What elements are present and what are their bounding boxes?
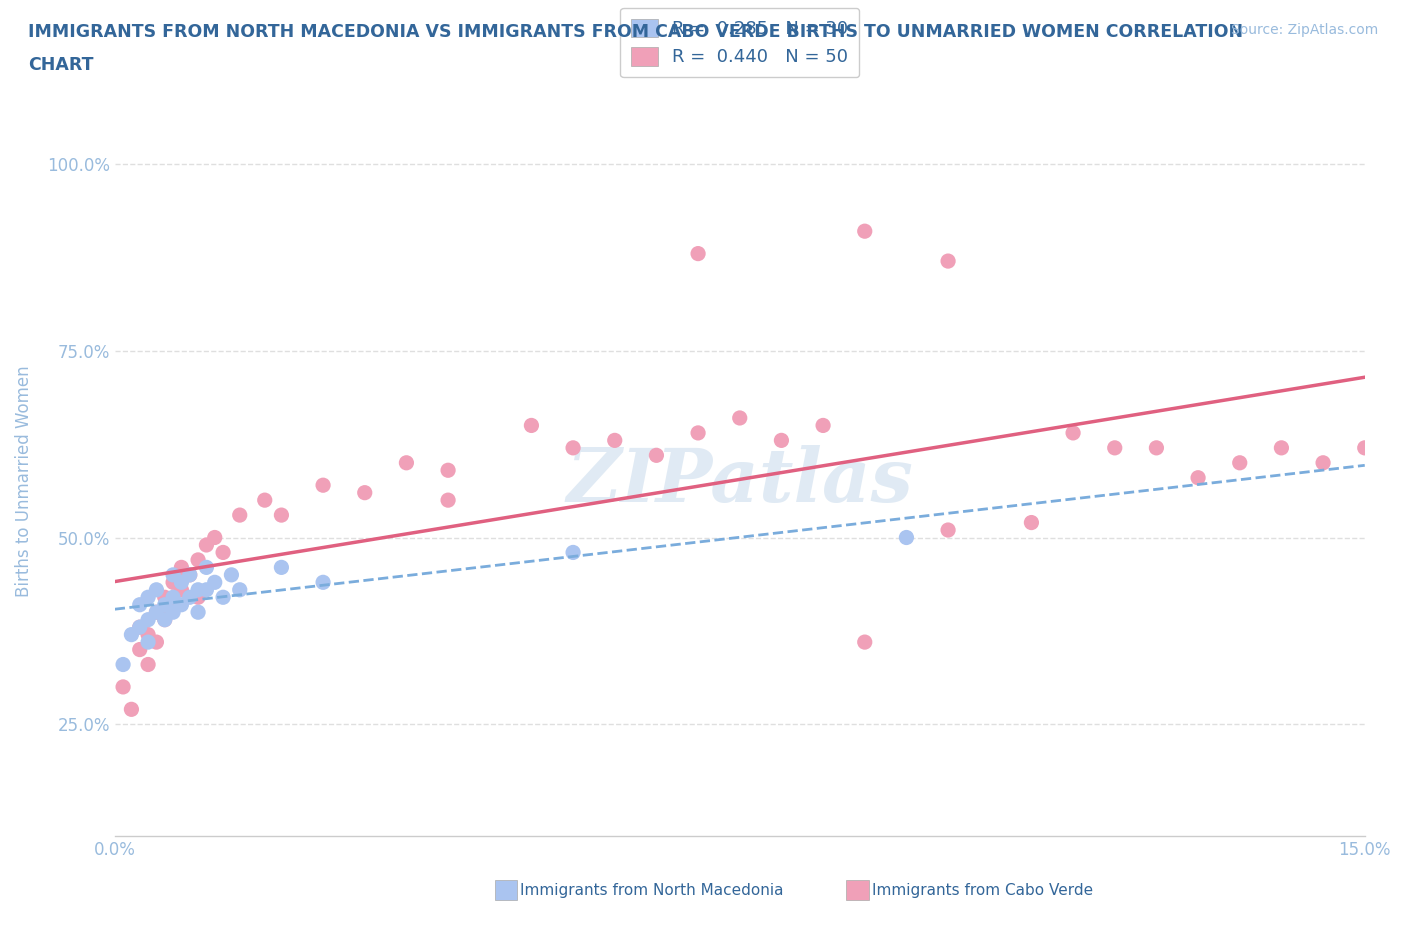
Point: [936, 523, 959, 538]
Text: Immigrants from North Macedonia: Immigrants from North Macedonia: [520, 883, 783, 897]
Point: [353, 485, 375, 500]
Point: [179, 567, 201, 582]
Point: [688, 246, 710, 261]
Point: [136, 634, 159, 649]
Point: [853, 634, 876, 649]
Point: [270, 508, 292, 523]
Point: [688, 425, 710, 440]
Point: [128, 619, 150, 634]
Point: [145, 582, 167, 597]
Point: [162, 567, 184, 582]
Point: [145, 634, 167, 649]
Point: [145, 604, 167, 619]
Point: [128, 619, 150, 634]
Point: [195, 560, 218, 575]
Point: [136, 658, 159, 672]
Point: [770, 433, 793, 448]
Point: [187, 590, 209, 604]
Point: [212, 545, 235, 560]
Point: [128, 642, 150, 657]
Point: [728, 410, 751, 425]
Point: [853, 224, 876, 239]
Point: [437, 463, 460, 478]
Point: [896, 530, 918, 545]
Point: [195, 538, 218, 552]
Point: [229, 582, 252, 597]
Point: [136, 590, 159, 604]
Point: [603, 433, 626, 448]
Point: [1270, 441, 1292, 456]
Y-axis label: Births to Unmarried Women: Births to Unmarried Women: [15, 365, 32, 597]
Point: [112, 680, 135, 695]
Point: [136, 612, 159, 627]
Point: [1144, 441, 1167, 456]
Point: [145, 604, 167, 619]
Point: [212, 590, 235, 604]
Point: [128, 597, 150, 612]
Point: [162, 597, 184, 612]
Point: [179, 590, 201, 604]
Point: [136, 627, 159, 642]
Point: [312, 575, 335, 590]
Point: [153, 597, 176, 612]
Legend: R =  0.285   N = 30, R =  0.440   N = 50: R = 0.285 N = 30, R = 0.440 N = 50: [620, 7, 859, 77]
Point: [170, 597, 193, 612]
Text: ZIPatlas: ZIPatlas: [567, 445, 912, 518]
Text: Immigrants from Cabo Verde: Immigrants from Cabo Verde: [872, 883, 1092, 897]
Point: [170, 582, 193, 597]
Point: [162, 590, 184, 604]
Point: [645, 448, 668, 463]
Text: CHART: CHART: [28, 56, 94, 73]
Point: [120, 702, 142, 717]
Point: [1312, 456, 1334, 471]
Point: [162, 604, 184, 619]
Point: [1229, 456, 1251, 471]
Point: [153, 612, 176, 627]
Point: [1354, 441, 1376, 456]
Point: [562, 545, 585, 560]
Point: [195, 582, 218, 597]
Point: [187, 552, 209, 567]
Point: [204, 575, 226, 590]
Point: [221, 567, 243, 582]
Point: [204, 530, 226, 545]
Point: [437, 493, 460, 508]
Point: [1021, 515, 1043, 530]
Point: [1104, 441, 1126, 456]
Point: [112, 658, 135, 672]
Point: [153, 612, 176, 627]
Point: [153, 590, 176, 604]
Point: [253, 493, 276, 508]
Point: [936, 254, 959, 269]
Point: [270, 560, 292, 575]
Point: [562, 441, 585, 456]
Point: [1187, 471, 1209, 485]
Point: [162, 575, 184, 590]
Point: [170, 560, 193, 575]
Point: [170, 575, 193, 590]
Point: [229, 508, 252, 523]
Point: [520, 418, 543, 432]
Text: Source: ZipAtlas.com: Source: ZipAtlas.com: [1230, 23, 1378, 37]
Point: [179, 567, 201, 582]
Point: [120, 627, 142, 642]
Text: IMMIGRANTS FROM NORTH MACEDONIA VS IMMIGRANTS FROM CABO VERDE BIRTHS TO UNMARRIE: IMMIGRANTS FROM NORTH MACEDONIA VS IMMIG…: [28, 23, 1243, 41]
Point: [187, 604, 209, 619]
Point: [312, 478, 335, 493]
Point: [811, 418, 834, 432]
Point: [1062, 425, 1084, 440]
Point: [187, 582, 209, 597]
Point: [395, 456, 418, 471]
